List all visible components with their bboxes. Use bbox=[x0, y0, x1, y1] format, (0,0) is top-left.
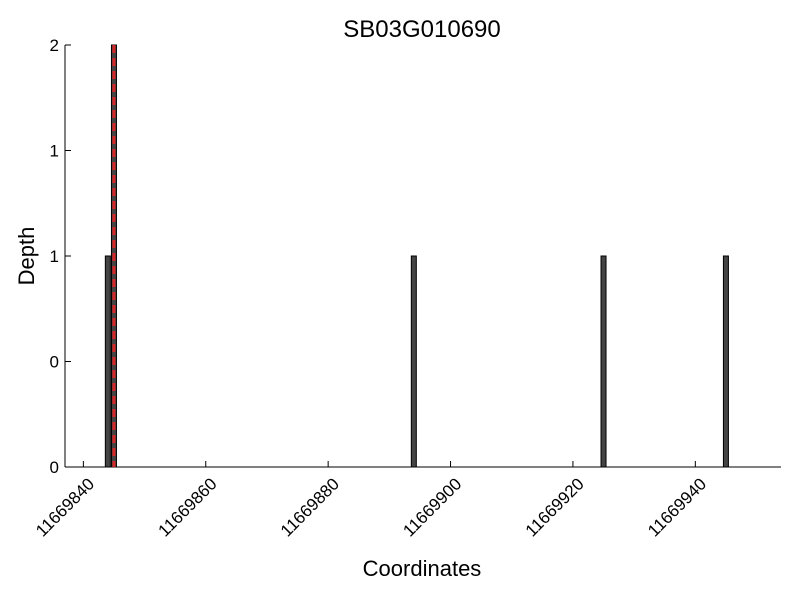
y-axis-label: Depth bbox=[14, 227, 39, 286]
x-tick-label: 11669940 bbox=[644, 474, 710, 540]
depth-bar bbox=[104, 255, 111, 468]
chart-title: SB03G010690 bbox=[343, 16, 500, 43]
depth-bar bbox=[410, 255, 417, 468]
x-tick-label: 11669880 bbox=[277, 474, 343, 540]
y-tick-label: 0 bbox=[50, 458, 59, 477]
y-tick-label: 2 bbox=[50, 36, 59, 55]
plot-area: 0 0 1 1 2 11669840 11669860 11669880 11669900 116… bbox=[32, 36, 781, 540]
depth-bar bbox=[600, 255, 607, 468]
x-tick-label: 11669900 bbox=[399, 474, 465, 540]
x-tick-label: 11669860 bbox=[155, 474, 221, 540]
y-tick-label: 0 bbox=[50, 353, 59, 372]
x-tick-label: 11669840 bbox=[32, 474, 98, 540]
y-tick-label: 1 bbox=[50, 247, 59, 266]
x-axis-label: Coordinates bbox=[363, 556, 482, 581]
y-tick-label: 1 bbox=[50, 142, 59, 161]
depth-bar bbox=[722, 255, 729, 468]
x-tick-label: 11669920 bbox=[522, 474, 588, 540]
